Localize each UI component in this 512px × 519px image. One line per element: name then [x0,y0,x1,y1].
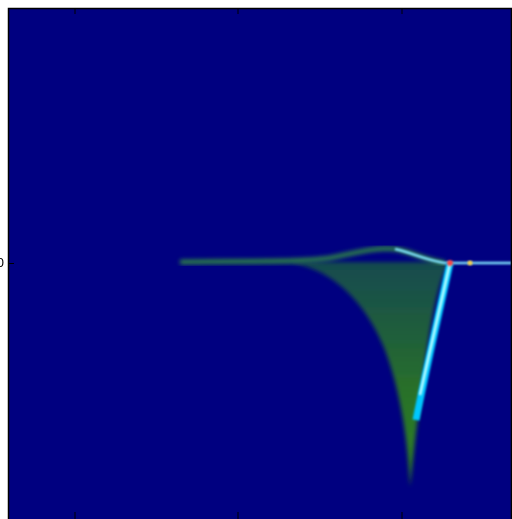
cyan-core [418,262,452,396]
hot-spot [447,260,453,266]
bright-edge [394,247,512,265]
density-shapes [170,246,512,487]
green-plume [170,262,448,487]
y-tick-label: 0 [0,255,4,270]
hot-spot [467,260,473,266]
